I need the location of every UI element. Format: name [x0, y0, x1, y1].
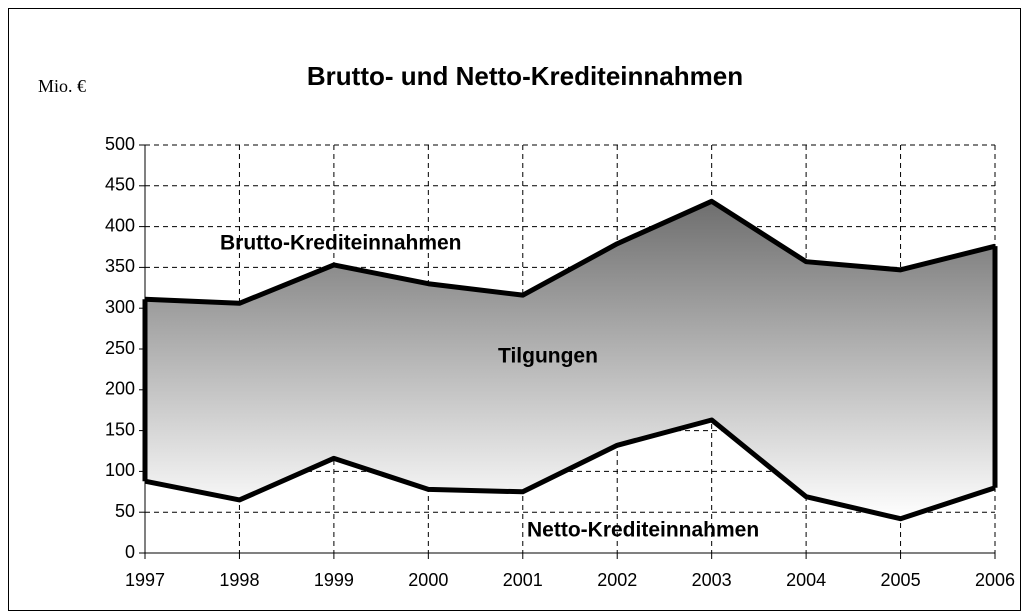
y-tick-label: 0 — [125, 542, 135, 562]
x-tick-label: 2003 — [692, 570, 732, 590]
frame — [8, 8, 1021, 611]
x-tick-label: 2000 — [408, 570, 448, 590]
y-axis-label: Mio. € — [38, 76, 86, 96]
line — [144, 417, 996, 522]
y-tick-label: 150 — [105, 419, 135, 439]
y-tick-label: 250 — [105, 338, 135, 358]
x-tick-label: 2006 — [975, 570, 1015, 590]
y-tick-label: 350 — [105, 256, 135, 276]
y-tick-label: 500 — [105, 134, 135, 154]
x-tick-label: 1999 — [314, 570, 354, 590]
x-tick-label: 2002 — [597, 570, 637, 590]
x-tick-label: 2004 — [786, 570, 826, 590]
y-tick-label: 300 — [105, 297, 135, 317]
annotation: Netto-Krediteinnahmen — [527, 519, 759, 542]
x-tick-label: 1997 — [125, 570, 165, 590]
x-tick-label: 1998 — [219, 570, 259, 590]
x-tick-label: 2001 — [503, 570, 543, 590]
annotation: Brutto-Krediteinnahmen — [220, 232, 462, 255]
area — [145, 201, 995, 519]
annotation: Tilgungen — [498, 345, 598, 368]
chart-title: Brutto- und Netto-Krediteinnahmen — [307, 61, 743, 91]
y-tick-label: 200 — [105, 379, 135, 399]
y-tick-label: 100 — [105, 460, 135, 480]
y-tick-label: 450 — [105, 175, 135, 195]
y-tick-label: 50 — [115, 501, 135, 521]
x-tick-label: 2005 — [881, 570, 921, 590]
line — [144, 198, 996, 306]
y-tick-label: 400 — [105, 215, 135, 235]
